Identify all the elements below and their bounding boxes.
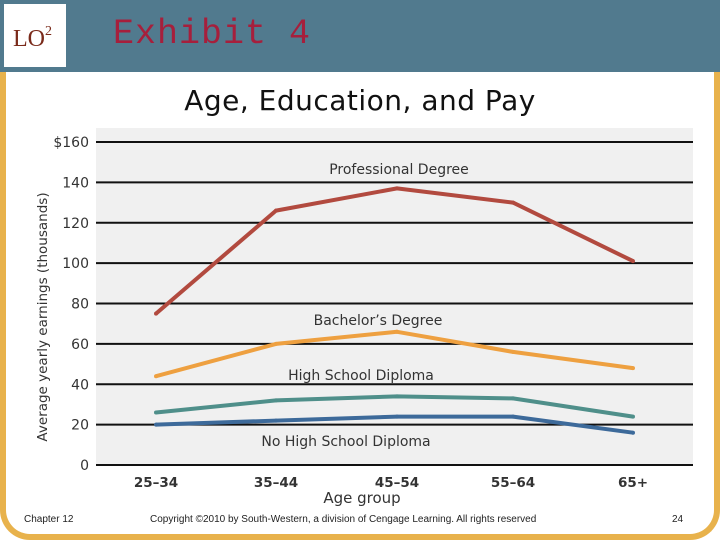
- data-point: [154, 311, 158, 316]
- data-point: [631, 259, 635, 264]
- data-point: [631, 414, 635, 419]
- y-axis-label: Average yearly earnings (thousands): [35, 192, 51, 441]
- data-point: [511, 349, 515, 354]
- data-point: [511, 200, 515, 205]
- data-point: [154, 374, 158, 379]
- y-tick-label: 60: [71, 337, 89, 353]
- footer-copyright: Copyright ©2010 by South-Western, a divi…: [150, 514, 537, 525]
- exhibit-title: Exhibit 4: [113, 14, 312, 54]
- series-label: Professional Degree: [329, 162, 469, 178]
- x-tick-label: 65+: [618, 475, 648, 491]
- data-point: [395, 394, 399, 399]
- series-lines: [154, 186, 635, 435]
- data-point: [511, 396, 515, 401]
- y-tick-label: 0: [80, 458, 89, 474]
- data-point: [154, 410, 158, 415]
- data-point: [511, 414, 515, 419]
- data-point: [154, 422, 158, 427]
- data-point: [274, 208, 278, 213]
- learning-objective-text: LO2: [13, 24, 52, 53]
- y-tick-label: $160: [53, 135, 89, 151]
- y-tick-label: 120: [62, 216, 89, 232]
- series-label: No High School Diploma: [261, 434, 430, 450]
- footer-page-number: 24: [672, 514, 684, 525]
- chart-title: Age, Education, and Pay: [0, 84, 720, 117]
- y-tick-label: 40: [71, 377, 89, 393]
- slide-frame: [0, 72, 720, 540]
- x-axis-label: Age group: [323, 489, 400, 507]
- data-point: [395, 329, 399, 334]
- lo-number: 2: [45, 24, 52, 39]
- x-tick-label: 25–34: [134, 475, 178, 491]
- x-tick-labels: 25–34 35–44 45–54 55–64 65+: [134, 475, 648, 491]
- data-point: [274, 341, 278, 346]
- data-point: [395, 414, 399, 419]
- y-tick-label: 80: [71, 297, 89, 313]
- x-tick-label: 35–44: [254, 475, 298, 491]
- x-tick-label: 55–64: [491, 475, 535, 491]
- y-tick-label: 140: [62, 175, 89, 191]
- series-labels: Professional Degree Bachelor’s Degree High…: [261, 162, 468, 450]
- data-point: [395, 186, 399, 191]
- header-bar: [0, 0, 720, 72]
- data-point: [631, 430, 635, 435]
- footer-chapter: Chapter 12: [24, 514, 74, 525]
- series-label: Bachelor’s Degree: [314, 313, 443, 329]
- chart-title-text: Age, Education, and Pay: [184, 84, 536, 117]
- data-point: [274, 398, 278, 403]
- x-tick-label: 45–54: [375, 475, 419, 491]
- y-tick-label: 100: [62, 256, 89, 272]
- series-label: High School Diploma: [288, 368, 434, 384]
- y-tick-labels: 0 20 40 60 80 100 120 140 $160: [53, 135, 89, 474]
- learning-objective-badge: LO2: [4, 4, 66, 67]
- data-point: [274, 418, 278, 423]
- data-point: [631, 366, 635, 371]
- gridlines: [96, 141, 693, 466]
- lo-label: LO: [13, 26, 45, 52]
- y-tick-label: 20: [71, 418, 89, 434]
